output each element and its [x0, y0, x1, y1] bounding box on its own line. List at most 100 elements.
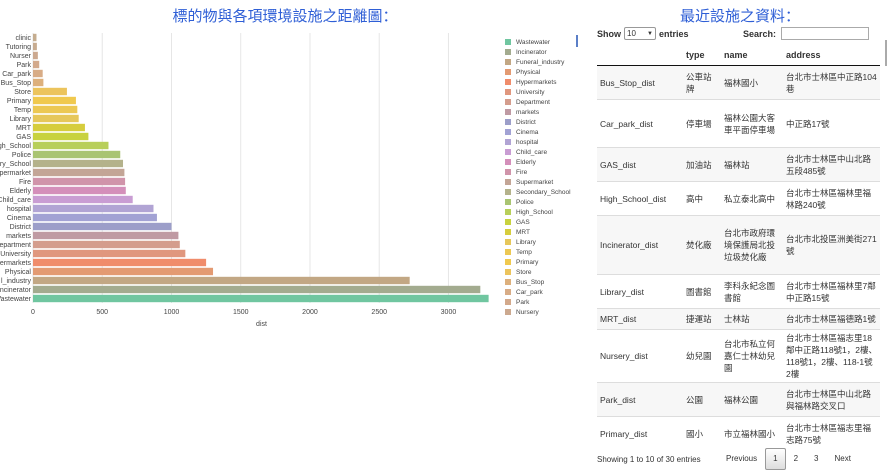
- bar: [33, 42, 37, 51]
- legend-swatch: [505, 249, 511, 255]
- legend-label: High_School: [516, 208, 553, 216]
- column-header-type[interactable]: type: [683, 44, 721, 66]
- name-cell: 李科永紀念圖書館: [721, 274, 783, 309]
- legend-item[interactable]: Library: [505, 237, 590, 247]
- address-cell: 台北市士林區中山北路五段485號: [783, 147, 880, 182]
- legend-swatch: [505, 139, 511, 145]
- table-title: 最近設施之資料：: [679, 8, 800, 25]
- legend-item[interactable]: Incinerator: [505, 47, 590, 57]
- legend-item[interactable]: Funeral_industry: [505, 57, 590, 67]
- legend-label: Police: [516, 198, 534, 206]
- legend-item[interactable]: hospital: [505, 137, 590, 147]
- bar: [33, 240, 180, 249]
- name-cell: 福林國小: [721, 65, 783, 100]
- entries-select[interactable]: 10 ▼: [624, 27, 656, 40]
- entries-label: entries: [659, 28, 689, 39]
- row-index-cell: Park_dist: [597, 382, 683, 417]
- legend-swatch: [505, 189, 511, 195]
- type-cell: 加油站: [683, 147, 721, 182]
- y-tick-label: University: [0, 251, 31, 258]
- y-tick-label: Bus_Stop: [1, 80, 31, 87]
- legend-item[interactable]: Store: [505, 267, 590, 277]
- column-header-address[interactable]: address: [783, 44, 880, 66]
- chart-legend: Wastewater Incinerator Funeral_industry Phy…: [505, 37, 590, 317]
- bar: [33, 231, 179, 240]
- page-button-1[interactable]: 1: [765, 448, 786, 470]
- table-controls: Show 10 ▼ entries Search:: [597, 27, 882, 43]
- legend-swatch: [505, 109, 511, 115]
- legend-item[interactable]: Fire: [505, 167, 590, 177]
- legend-item[interactable]: University: [505, 87, 590, 97]
- bar: [33, 96, 76, 105]
- entries-length-control: Show 10 ▼ entries: [597, 27, 689, 40]
- bar: [33, 186, 126, 195]
- y-tick-label: Fire: [19, 179, 31, 186]
- legend-item[interactable]: Department: [505, 97, 590, 107]
- y-tick-label: Nurser: [10, 53, 32, 60]
- search-input[interactable]: [781, 27, 870, 40]
- legend-scrollbar[interactable]: [576, 35, 578, 47]
- row-index-cell: Car_park_dist: [597, 99, 683, 148]
- legend-item[interactable]: Physical: [505, 67, 590, 77]
- legend-item[interactable]: MRT: [505, 227, 590, 237]
- legend-swatch: [505, 289, 511, 295]
- address-cell: 台北市士林區福林里7鄰中正路15號: [783, 274, 880, 309]
- legend-item[interactable]: GAS: [505, 217, 590, 227]
- x-tick-label: 1500: [233, 309, 249, 316]
- type-cell: 圖書館: [683, 274, 721, 309]
- name-cell: 士林站: [721, 308, 783, 330]
- legend-item[interactable]: Park: [505, 297, 590, 307]
- y-tick-label: Child_care: [0, 197, 31, 204]
- row-index-cell: Primary_dist: [597, 416, 683, 451]
- y-tick-label: District: [10, 224, 31, 231]
- bar: [33, 150, 121, 159]
- legend-label: District: [516, 118, 536, 126]
- bar: [33, 276, 410, 285]
- legend-label: Supermarket: [516, 178, 554, 186]
- page-button-2[interactable]: 2: [793, 454, 799, 463]
- legend-item[interactable]: Supermarket: [505, 177, 590, 187]
- previous-button[interactable]: Previous: [726, 454, 758, 463]
- legend-swatch: [505, 309, 511, 315]
- y-tick-label: ermarkets: [0, 260, 31, 267]
- legend-item[interactable]: Primary: [505, 257, 590, 267]
- legend-label: University: [516, 88, 545, 96]
- legend-item[interactable]: Police: [505, 197, 590, 207]
- legend-label: Funeral_industry: [516, 58, 565, 66]
- page-button-3[interactable]: 3: [814, 454, 819, 463]
- legend-item[interactable]: Child_care: [505, 147, 590, 157]
- y-tick-label: Cinema: [7, 215, 31, 222]
- y-tick-label: GAS: [16, 134, 31, 141]
- legend-item[interactable]: District: [505, 117, 590, 127]
- legend-item[interactable]: Hypermarkets: [505, 77, 590, 87]
- legend-item[interactable]: Wastewater: [505, 37, 590, 47]
- legend-swatch: [505, 239, 511, 245]
- name-cell: 台北市私立何嘉仁士林幼兒園: [721, 329, 783, 383]
- next-button[interactable]: Next: [834, 454, 851, 463]
- legend-label: Nursery: [516, 308, 539, 316]
- legend-item[interactable]: Nursery: [505, 307, 590, 317]
- legend-label: GAS: [516, 218, 530, 226]
- y-tick-label: clinic: [15, 35, 31, 42]
- legend-item[interactable]: Cinema: [505, 127, 590, 137]
- column-header-index[interactable]: [597, 44, 683, 66]
- bar: [33, 105, 78, 114]
- search-control: Search:: [743, 27, 870, 40]
- legend-item[interactable]: High_School: [505, 207, 590, 217]
- legend-item[interactable]: Temp: [505, 247, 590, 257]
- legend-item[interactable]: markets: [505, 107, 590, 117]
- row-index-cell: High_School_dist: [597, 181, 683, 216]
- legend-item[interactable]: Bus_Stop: [505, 277, 590, 287]
- address-cell: 台北市士林區福德路1號: [783, 308, 880, 330]
- y-tick-label: Vastewater: [0, 296, 32, 303]
- column-header-name[interactable]: name: [721, 44, 783, 66]
- legend-item[interactable]: Secondary_School: [505, 187, 590, 197]
- y-tick-label: Police: [12, 152, 31, 159]
- table-row: High_School_dist 高中 私立泰北高中 台北市士林區福林里福林路2…: [597, 181, 880, 216]
- bar: [33, 249, 186, 258]
- type-cell: 國小: [683, 416, 721, 451]
- legend-swatch: [505, 59, 511, 65]
- page-scrollbar[interactable]: [885, 40, 887, 66]
- legend-item[interactable]: Car_park: [505, 287, 590, 297]
- legend-item[interactable]: Elderly: [505, 157, 590, 167]
